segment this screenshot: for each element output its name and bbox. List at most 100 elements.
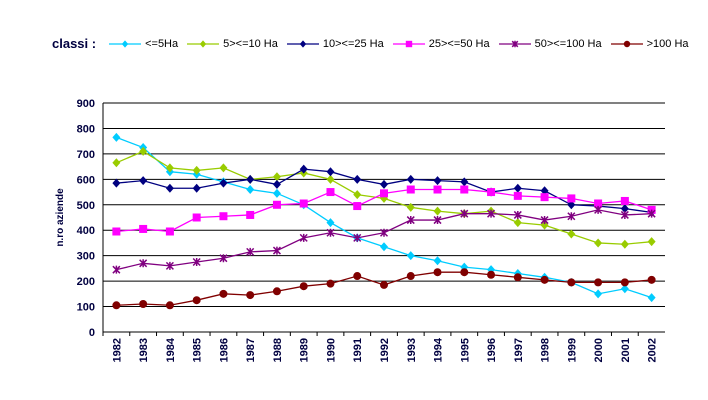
data-point	[567, 278, 576, 287]
data-point	[246, 174, 255, 184]
data-point	[620, 278, 629, 287]
data-point	[513, 218, 522, 228]
data-point	[112, 301, 121, 310]
y-tick-label: 800	[77, 123, 95, 135]
data-point	[353, 174, 362, 184]
data-point	[353, 272, 362, 281]
data-point	[433, 185, 442, 194]
data-point	[112, 132, 121, 142]
data-point	[406, 174, 415, 184]
data-point	[406, 251, 415, 261]
legend-swatch	[187, 39, 220, 48]
data-point	[567, 200, 576, 210]
data-point	[433, 268, 442, 277]
data-point	[433, 206, 442, 216]
legend-label: 50><=100 Ha	[534, 37, 602, 50]
data-point	[326, 218, 335, 228]
series-1	[112, 146, 656, 249]
data-point	[219, 178, 228, 188]
data-point	[620, 239, 629, 249]
series-3	[112, 185, 656, 236]
x-tick-label: 2002	[647, 338, 659, 362]
y-tick-label: 700	[77, 149, 95, 161]
x-tick-label: 1988	[272, 338, 284, 362]
data-point	[380, 189, 388, 198]
data-point	[594, 205, 603, 214]
x-tick-label: 1998	[540, 338, 552, 362]
x-tick-label: 1989	[299, 338, 311, 362]
data-point	[192, 183, 201, 193]
data-point	[112, 178, 121, 188]
x-tick-label: 1984	[165, 337, 177, 362]
data-point	[219, 163, 228, 173]
x-tick-label: 1999	[566, 338, 578, 362]
legend-swatch	[109, 39, 142, 48]
data-point	[647, 293, 656, 303]
data-point	[647, 275, 656, 284]
data-point	[299, 233, 308, 242]
data-point	[219, 254, 228, 263]
data-point	[513, 191, 522, 200]
data-point	[272, 179, 281, 189]
data-point	[246, 247, 255, 256]
x-tick-label: 1986	[218, 338, 230, 362]
data-point	[139, 176, 148, 186]
y-tick-label: 400	[77, 225, 95, 237]
data-point	[353, 202, 362, 211]
data-point	[380, 280, 388, 289]
data-point	[139, 224, 148, 233]
data-point	[353, 190, 362, 200]
data-point	[272, 172, 281, 182]
data-point	[647, 237, 656, 247]
legend-swatch	[610, 40, 643, 47]
x-tick-label: 1990	[325, 338, 337, 362]
data-point	[299, 39, 307, 48]
x-tick-label: 1982	[111, 338, 123, 362]
legend-item: <=5Ha	[108, 38, 178, 50]
data-point	[192, 257, 201, 267]
data-point	[219, 212, 228, 221]
data-point	[647, 209, 656, 218]
data-point	[487, 188, 496, 197]
legend: classi : <=5Ha 5><=10 Ha 10><=25 Ha 25><=50…	[52, 36, 697, 51]
y-tick-label: 200	[77, 276, 95, 288]
data-point	[121, 39, 129, 48]
data-point	[620, 204, 629, 214]
data-point	[246, 185, 255, 195]
data-point	[513, 210, 522, 219]
data-point	[406, 272, 415, 281]
legend-item: 50><=100 Ha	[498, 38, 602, 50]
data-point	[433, 176, 442, 186]
data-point	[433, 216, 442, 225]
data-point	[567, 229, 576, 239]
data-point	[165, 163, 174, 173]
data-point	[165, 301, 174, 310]
x-tick-label: 2001	[620, 338, 632, 362]
y-tick-label: 100	[77, 302, 95, 314]
data-point	[460, 177, 469, 187]
legend-label: 25><=50 Ha	[428, 37, 490, 50]
y-axis-label: n.ro aziende	[55, 188, 66, 247]
data-point	[246, 210, 255, 219]
legend-label: >100 Ha	[646, 37, 689, 50]
data-point	[380, 179, 388, 189]
data-point	[379, 228, 389, 237]
data-point	[594, 238, 603, 248]
data-point	[620, 196, 629, 205]
x-tick-label: 2000	[593, 338, 605, 362]
legend-item: >100 Ha	[610, 38, 689, 50]
data-point	[594, 278, 603, 287]
data-point	[326, 188, 335, 197]
data-point	[112, 265, 121, 274]
data-point	[540, 186, 549, 196]
data-point	[139, 146, 148, 156]
data-point	[460, 185, 469, 194]
x-tick-label: 1991	[352, 338, 364, 362]
data-point	[540, 275, 549, 284]
data-point	[192, 165, 201, 175]
legend-swatch	[392, 40, 425, 47]
data-point	[272, 246, 281, 255]
x-tick-label: 1983	[138, 338, 150, 362]
